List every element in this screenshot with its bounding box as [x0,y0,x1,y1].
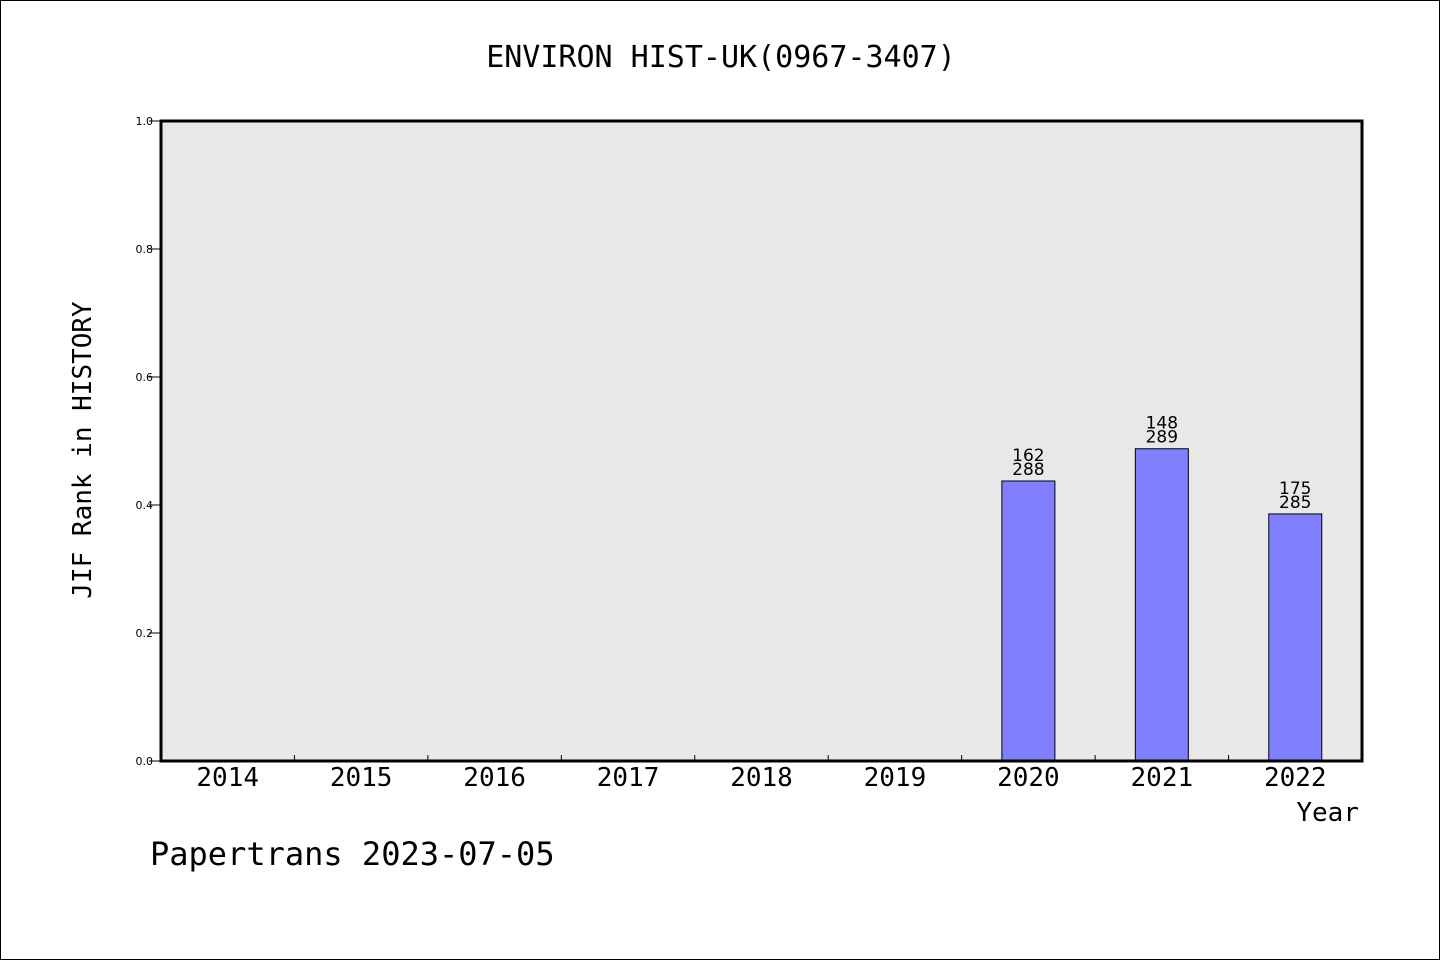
bar-2021 [1134,448,1189,762]
plot-border [159,119,1364,763]
bar-label-total: 289 [1146,428,1178,448]
bar-label-rank: 148 [1146,414,1178,434]
y-tick-label: 0.6 [136,371,154,384]
x-tick-label: 2018 [730,763,793,793]
x-tick-label: 2015 [330,763,393,793]
y-tick-label: 1.0 [136,115,154,128]
x-tick-label: 2021 [1131,763,1194,793]
x-tick-label: 2020 [997,763,1060,793]
bar-label-total: 288 [1012,460,1044,480]
y-axis-label: JIF Rank in HISTORY [68,301,98,599]
chart-title: ENVIRON HIST-UK(0967-3407) [486,40,956,75]
x-tick-label: 2017 [597,763,660,793]
y-tick-label: 0.2 [136,627,154,640]
bar-label-rank: 162 [1012,446,1044,466]
x-tick-label: 2019 [864,763,927,793]
y-tick-label: 0.0 [136,755,154,768]
bar-2020 [1001,480,1056,762]
y-axis: 0.0 0.2 0.4 0.6 0.8 1.0 [136,115,161,768]
y-tick-label: 0.8 [136,243,154,256]
bars-group [1001,448,1323,762]
x-axis-label: Year [1296,798,1359,828]
x-tick-label: 2022 [1264,763,1327,793]
y-tick-label: 0.4 [136,499,154,512]
bar-label-rank: 175 [1279,479,1311,499]
x-tick-label: 2014 [196,763,259,793]
x-axis: 2014 2015 2016 2017 2018 2019 2020 2021 2022 [196,755,1327,793]
footer-text: Papertrans 2023-07-05 [150,835,555,873]
bar-2022 [1268,513,1323,762]
bar-label-total: 285 [1279,493,1311,513]
x-tick-label: 2016 [463,763,526,793]
